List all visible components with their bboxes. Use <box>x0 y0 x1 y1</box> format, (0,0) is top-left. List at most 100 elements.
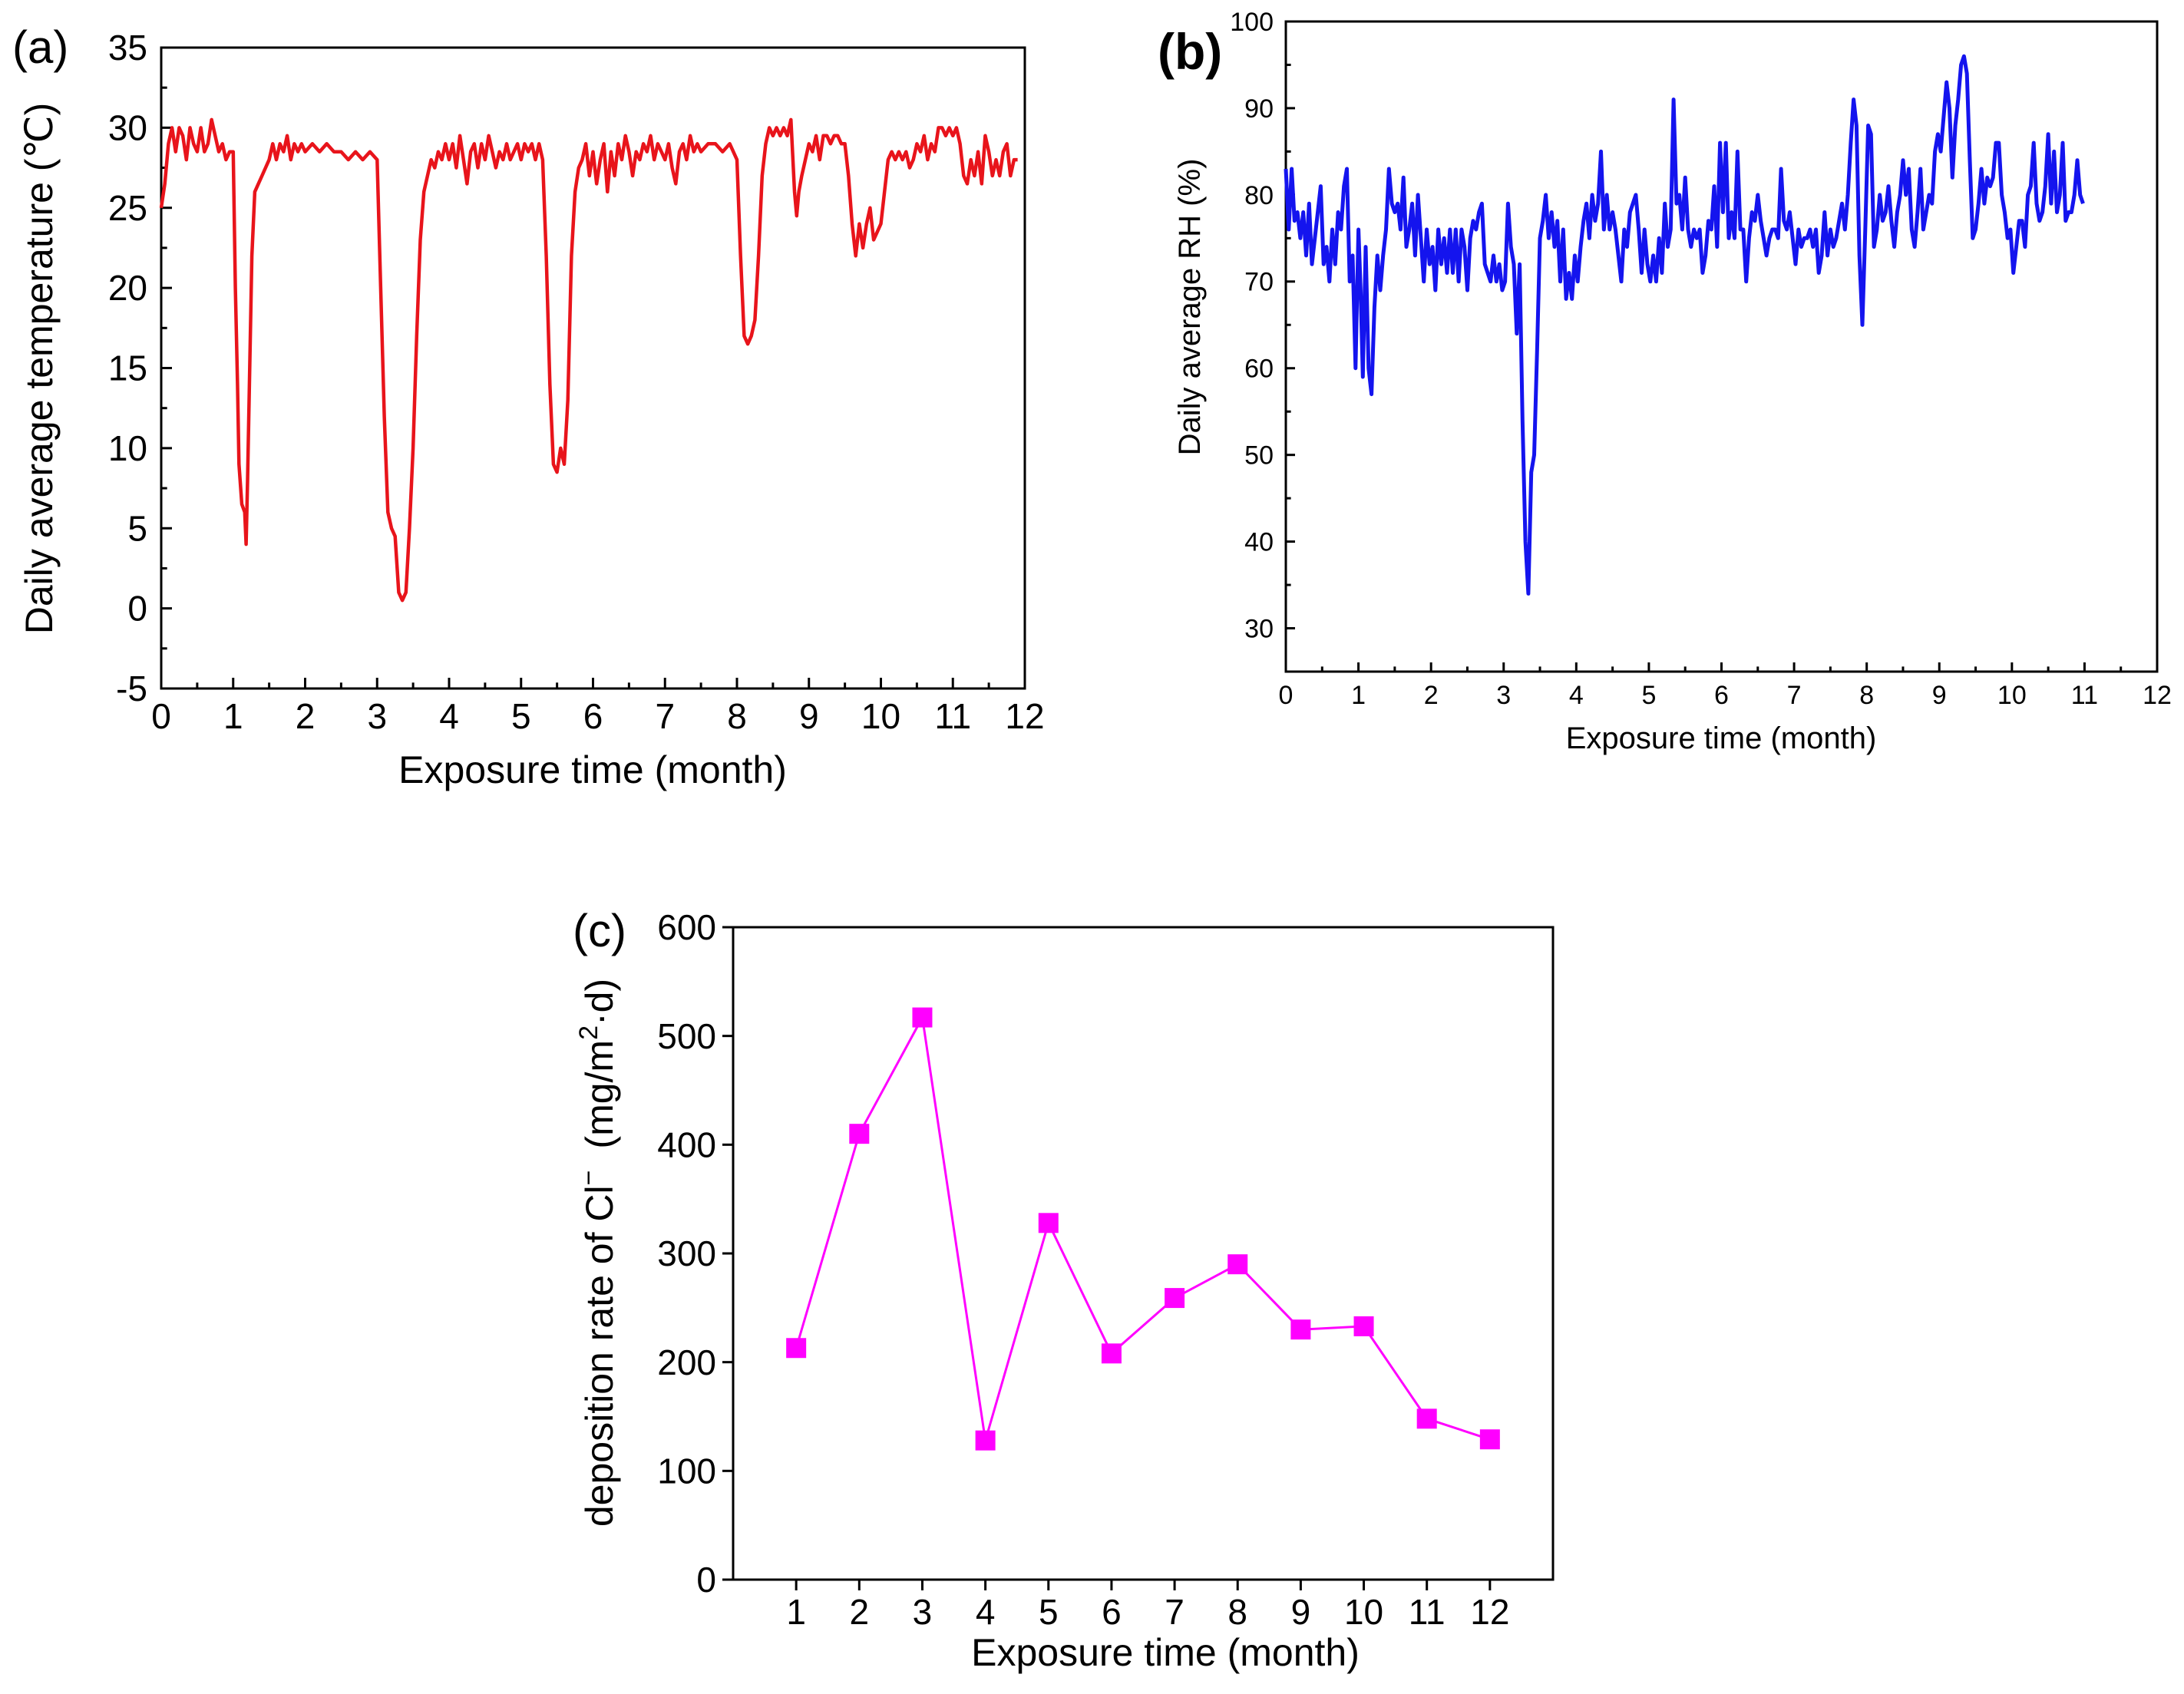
x-tick-label: 11 <box>934 696 971 736</box>
y-tick-label: 500 <box>657 1016 716 1056</box>
x-tick-label: 8 <box>727 696 747 736</box>
x-tick-label: 11 <box>2071 681 2098 710</box>
panel-c-plot-frame <box>732 926 1555 1581</box>
y-tick-label: 30 <box>108 107 147 147</box>
x-tick-label: 4 <box>439 696 459 736</box>
data-point-marker <box>786 1338 807 1359</box>
x-tick-label: 6 <box>1102 1592 1122 1632</box>
x-tick-label: 5 <box>1641 681 1656 710</box>
y-tick-label: 80 <box>1244 181 1274 210</box>
y-tick-label: 30 <box>1244 614 1274 643</box>
x-tick-label: 9 <box>799 696 819 736</box>
x-tick-label: 1 <box>786 1592 806 1632</box>
panel-c-y-axis-label-sup2: 2 <box>574 1025 603 1040</box>
panel-c-label: (c) <box>573 905 626 956</box>
x-tick-label: 7 <box>1787 681 1802 710</box>
x-tick-label: 9 <box>1932 681 1947 710</box>
panel-a-y-axis-label: Daily average temperature (℃) <box>18 103 61 635</box>
x-tick-label: 3 <box>913 1592 933 1632</box>
x-tick-label: 12 <box>1470 1592 1509 1632</box>
y-tick-label: 15 <box>108 348 147 388</box>
panel-c-y-axis-label-units-post: ·d) <box>578 979 621 1025</box>
x-tick-label: 10 <box>1997 681 2027 710</box>
panel-c-y-axis-label: deposition rate of Cl− (mg/m2·d) <box>574 979 621 1527</box>
y-tick-label: 100 <box>1230 8 1274 37</box>
y-tick-label: 600 <box>657 907 716 947</box>
x-tick-label: 11 <box>1409 1592 1446 1632</box>
data-point-marker <box>1165 1288 1185 1309</box>
x-tick-label: 5 <box>511 696 531 736</box>
y-tick-label: 10 <box>108 428 147 468</box>
x-tick-label: 8 <box>1859 681 1874 710</box>
y-tick-label: 100 <box>657 1451 716 1491</box>
x-tick-label: 4 <box>1569 681 1584 710</box>
x-tick-label: 12 <box>1005 696 1044 736</box>
panel-a-label: (a) <box>12 21 68 73</box>
y-tick-label: 25 <box>108 188 147 228</box>
panel-b-label: (b) <box>1158 23 1222 80</box>
y-tick-label: 90 <box>1244 94 1274 124</box>
panel-a-plot-frame <box>160 46 1026 690</box>
y-tick-label: 200 <box>657 1342 716 1382</box>
x-tick-label: 2 <box>296 696 316 736</box>
data-point-marker <box>1416 1408 1437 1429</box>
panel-b-y-axis-label: Daily average RH (%) <box>1173 159 1207 456</box>
x-tick-label: 0 <box>151 696 171 736</box>
x-tick-label: 5 <box>1039 1592 1059 1632</box>
y-tick-label: 400 <box>657 1124 716 1164</box>
x-tick-label: 7 <box>655 696 675 736</box>
y-tick-label: 0 <box>696 1560 716 1600</box>
y-tick-label: 20 <box>108 268 147 308</box>
y-tick-label: 5 <box>127 508 147 548</box>
y-tick-label: 50 <box>1244 441 1274 471</box>
x-tick-label: 10 <box>861 696 900 736</box>
x-tick-label: 4 <box>976 1592 996 1632</box>
y-tick-label: 60 <box>1244 355 1274 384</box>
x-tick-label: 10 <box>1344 1592 1383 1632</box>
deposition-markers <box>786 1007 1500 1451</box>
y-tick-label: 0 <box>127 589 147 629</box>
data-point-marker <box>1038 1213 1059 1233</box>
x-tick-label: 1 <box>223 696 243 736</box>
data-point-marker <box>975 1430 996 1451</box>
panel-c-y-axis-label-units-pre: (mg/m <box>578 1040 621 1149</box>
y-tick-label: 40 <box>1244 528 1274 557</box>
data-point-marker <box>1290 1319 1311 1340</box>
x-tick-label: 2 <box>1424 681 1439 710</box>
data-point-marker <box>1479 1429 1500 1450</box>
panel-c-x-axis-label: Exposure time (month) <box>971 1631 1360 1674</box>
panel-c-y-axis-label-sup1: − <box>574 1171 603 1186</box>
temperature-series-line <box>159 117 1018 603</box>
x-tick-label: 3 <box>367 696 387 736</box>
data-point-marker <box>1353 1316 1374 1336</box>
x-tick-label: 3 <box>1496 681 1511 710</box>
data-point-marker <box>912 1007 933 1028</box>
panel-b-plot-frame <box>1284 20 2159 673</box>
y-tick-label: -5 <box>116 669 147 708</box>
x-tick-label: 6 <box>583 696 603 736</box>
data-point-marker <box>1101 1343 1122 1364</box>
panel-b-x-axis-label: Exposure time (month) <box>1566 722 1877 755</box>
y-tick-label: 300 <box>657 1233 716 1273</box>
x-tick-label: 1 <box>1351 681 1366 710</box>
x-tick-label: 8 <box>1227 1592 1247 1632</box>
y-tick-label: 35 <box>108 28 147 68</box>
deposition-series-line <box>795 1013 1491 1441</box>
x-tick-label: 12 <box>2143 681 2172 710</box>
x-tick-label: 0 <box>1279 681 1294 710</box>
rh-series-line <box>1284 54 2085 596</box>
y-tick-label: 70 <box>1244 268 1274 297</box>
x-tick-label: 2 <box>850 1592 870 1632</box>
x-tick-label: 6 <box>1714 681 1729 710</box>
x-tick-label: 7 <box>1165 1592 1185 1632</box>
data-point-marker <box>849 1124 870 1144</box>
panel-a-x-axis-label: Exposure time (month) <box>398 748 787 791</box>
data-point-marker <box>1227 1254 1248 1275</box>
x-tick-label: 9 <box>1291 1592 1311 1632</box>
